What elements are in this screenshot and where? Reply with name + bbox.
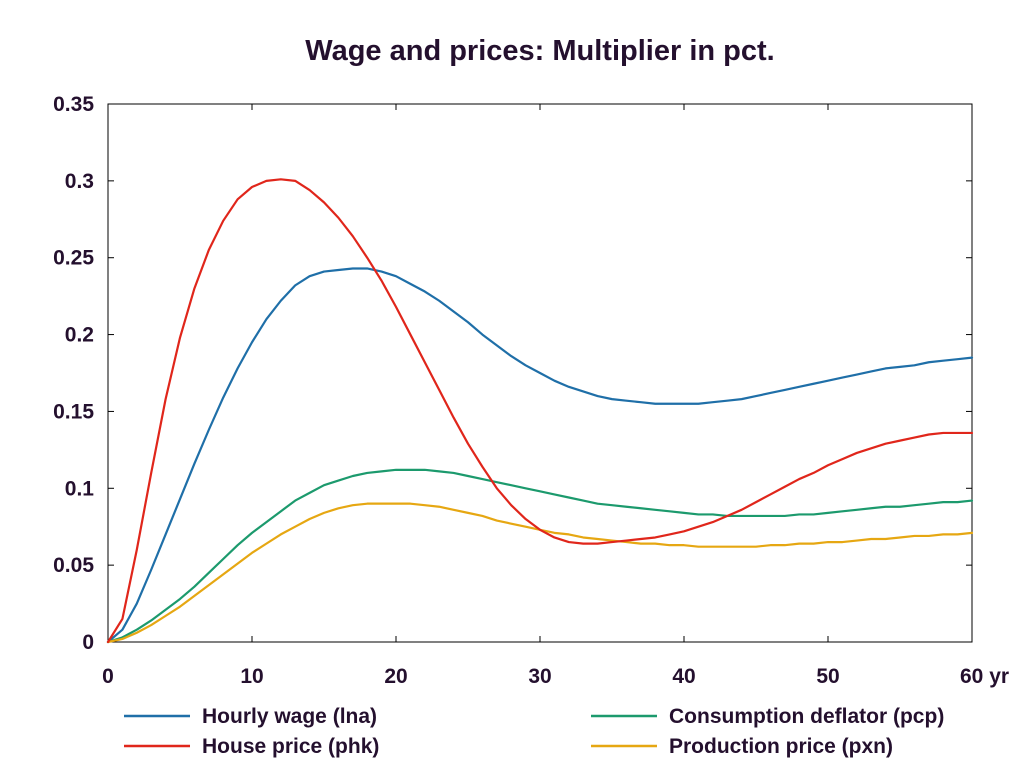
y-tick-label: 0.15 bbox=[53, 400, 94, 423]
legend-label: Production price (pxn) bbox=[669, 735, 893, 758]
x-axis: 0 10 20 30 40 50 60 yr bbox=[102, 104, 1009, 688]
y-tick-label: 0.35 bbox=[53, 93, 94, 116]
x-tick-label: 10 bbox=[240, 665, 263, 688]
y-axis: 0 0.05 0.1 0.15 0.2 0.25 0.3 0.35 bbox=[53, 93, 972, 654]
x-tick-label: 20 bbox=[384, 665, 407, 688]
x-tick-label: 40 bbox=[672, 665, 695, 688]
legend: Hourly wage (lna) House price (phk) Consum… bbox=[124, 705, 944, 758]
legend-label: Hourly wage (lna) bbox=[202, 705, 377, 728]
x-tick-label: 0 bbox=[102, 665, 114, 688]
series-line-production-price-pxn bbox=[106, 502, 974, 644]
y-tick-label: 0.05 bbox=[53, 554, 94, 577]
series-line-house-price-phk bbox=[106, 178, 974, 644]
legend-label: Consumption deflator (pcp) bbox=[669, 705, 944, 728]
y-tick-label: 0.3 bbox=[65, 170, 94, 193]
legend-label: House price (phk) bbox=[202, 735, 379, 758]
series-line-consumption-deflator-pcp bbox=[106, 468, 974, 644]
x-tick-label: 60 yr bbox=[960, 665, 1009, 688]
y-tick-label: 0 bbox=[82, 631, 94, 654]
chart-title: Wage and prices: Multiplier in pct. bbox=[305, 35, 774, 67]
series-lines bbox=[106, 178, 974, 644]
x-tick-label: 30 bbox=[528, 665, 551, 688]
y-tick-label: 0.1 bbox=[65, 477, 95, 500]
y-tick-label: 0.25 bbox=[53, 247, 94, 270]
y-tick-label: 0.2 bbox=[65, 324, 94, 347]
x-tick-label: 50 bbox=[816, 665, 839, 688]
series-line-hourly-wage-lna bbox=[106, 267, 974, 644]
